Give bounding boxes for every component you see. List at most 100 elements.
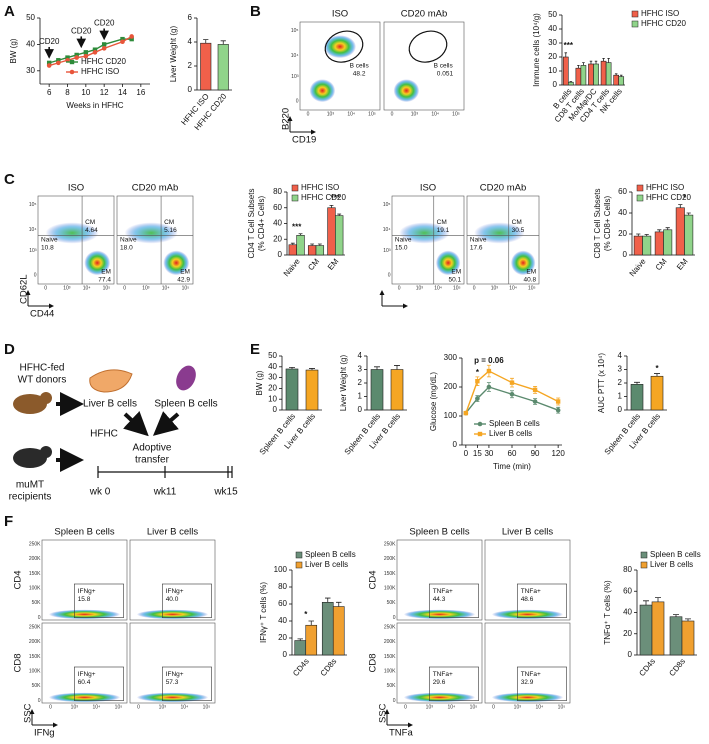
x-tick-label: Naive xyxy=(282,256,302,278)
flow-tick-label: 10³ xyxy=(29,248,37,254)
bar xyxy=(669,616,683,656)
flow-tick-label: 10³ xyxy=(159,704,167,710)
flow-tick-label: 10⁵ xyxy=(103,285,111,291)
flow-tick-label: 10⁴ xyxy=(434,285,442,291)
gate xyxy=(428,666,479,701)
y-tick-label: 1 xyxy=(358,392,363,401)
y-tick-label: 3 xyxy=(358,365,363,374)
diagram-text: wk 0 xyxy=(89,487,111,498)
flow-tick-label: 10³ xyxy=(416,285,424,291)
error-bar xyxy=(594,60,598,64)
error-bar xyxy=(374,366,380,370)
series-line xyxy=(465,370,559,414)
point xyxy=(83,53,89,59)
y-tick-label: 50 xyxy=(548,10,557,19)
axis-arrow xyxy=(381,292,406,307)
gate-name: Naive xyxy=(41,237,58,244)
legend-label: Liver B cells xyxy=(489,429,532,438)
flow-tick-label: 100K xyxy=(384,585,396,591)
x-tick-label: 6 xyxy=(47,88,52,97)
y-tick-label: 20 xyxy=(273,234,282,243)
y-tick-label: 40 xyxy=(273,219,282,228)
bar xyxy=(684,214,694,256)
error-bar xyxy=(569,81,573,83)
bar xyxy=(390,369,404,411)
density-blob xyxy=(491,692,564,703)
legend-marker xyxy=(477,431,483,437)
recipient-mouse xyxy=(13,448,47,468)
diagram-text: HFHC xyxy=(90,429,118,440)
annotation: CD20 xyxy=(94,19,115,28)
gate-name: IFNg+ xyxy=(166,588,184,595)
plot-header: ISO xyxy=(68,183,84,194)
y-tick-label: 20 xyxy=(623,629,632,638)
y-tick-label: 60 xyxy=(273,203,282,212)
gate-value: 30.5 xyxy=(512,227,525,234)
diagram-text: HFHC-fed xyxy=(19,363,64,374)
error-bar xyxy=(297,638,303,641)
flow-tick-label: 250K xyxy=(384,624,396,630)
point xyxy=(92,47,98,52)
point xyxy=(475,396,480,401)
y-tick-label: 0 xyxy=(273,405,278,414)
flow-tick-label: 10³ xyxy=(142,285,150,291)
error-bar xyxy=(673,614,679,617)
error-bar xyxy=(665,227,670,230)
gate xyxy=(162,583,212,618)
flow-tick-label: 10⁵ xyxy=(452,111,460,117)
flow-tick-label: 150K xyxy=(384,571,396,577)
gate-name: IFNg+ xyxy=(78,588,96,595)
error-bar xyxy=(607,58,610,63)
point xyxy=(555,399,561,404)
y-tick-label: 20 xyxy=(618,229,627,238)
error-bar xyxy=(686,212,691,216)
flow-tick-label: 10⁵ xyxy=(291,28,299,34)
row-label: CD4 xyxy=(13,570,24,589)
row-label: CD8 xyxy=(368,653,379,672)
flow-tick-label: 50K xyxy=(32,600,42,606)
bar xyxy=(307,245,317,256)
bar xyxy=(651,601,665,656)
gate-value: 57.3 xyxy=(166,679,179,686)
density-blob xyxy=(163,250,190,276)
bar xyxy=(663,229,673,256)
flow-tick-label: 10⁴ xyxy=(181,704,189,710)
flow-tick-label: 10³ xyxy=(71,704,79,710)
error-bar xyxy=(290,242,295,245)
error-bar xyxy=(644,234,649,237)
flow-tick-label: 10³ xyxy=(63,285,71,291)
x-tick-label: CM xyxy=(306,257,321,273)
series-line xyxy=(465,386,559,414)
x-tick-label: CD4s xyxy=(291,657,311,678)
y-tick-label: 2 xyxy=(358,378,363,387)
density-blob xyxy=(124,222,178,244)
arrow xyxy=(123,411,149,437)
legend-label: HFHC CD20 xyxy=(646,193,691,202)
error-bar xyxy=(582,62,585,66)
flow-tick-label: 10³ xyxy=(327,111,335,117)
error-bar xyxy=(329,204,334,208)
point xyxy=(101,46,107,51)
flow-tick-label: 0 xyxy=(398,285,401,291)
bar xyxy=(600,60,607,86)
x-tick-label: 14 xyxy=(118,88,127,97)
gate-value: 40.8 xyxy=(523,276,536,283)
x-tick-label: 16 xyxy=(136,88,145,97)
diagram-text: transfer xyxy=(135,455,170,466)
spleen-icon xyxy=(176,365,196,391)
y-tick-label: 30 xyxy=(26,66,35,75)
flow-tick-label: 10⁵ xyxy=(29,202,37,208)
flow-tick-label: 10⁵ xyxy=(558,704,566,710)
error-bar xyxy=(310,243,315,246)
diagram-text: recipients xyxy=(9,492,52,503)
diagram-text: wk11 xyxy=(153,487,177,498)
bar xyxy=(370,369,384,411)
x-tick-label: CM xyxy=(654,257,669,273)
panel-label: B xyxy=(250,3,261,20)
y-tick-label: 6 xyxy=(188,13,193,22)
bar xyxy=(650,375,664,411)
panel-label: E xyxy=(250,341,260,358)
legend-label: HFHC CD20 xyxy=(301,193,346,202)
point xyxy=(83,50,89,55)
